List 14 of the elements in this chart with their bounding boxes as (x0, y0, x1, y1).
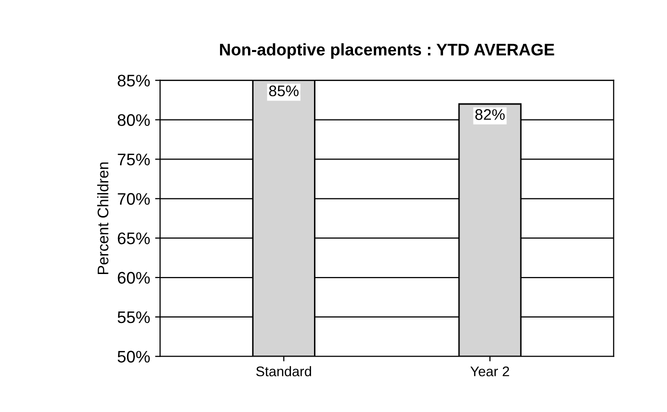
chart-title: Non-adoptive placements : YTD AVERAGE (220, 43, 554, 59)
y-tick-label: 85% (118, 74, 150, 87)
data-label: 82% (475, 109, 505, 120)
y-tick-label: 50% (118, 350, 150, 363)
y-tick-label: 80% (118, 114, 150, 126)
y-tick-label: 70% (118, 193, 150, 205)
y-tick-label: 60% (118, 272, 150, 284)
data-label: 85% (269, 85, 299, 96)
y-axis-title: Percent Children (97, 162, 108, 274)
x-tick-label: Year 2 (470, 366, 510, 376)
x-tick-label: Standard (256, 366, 312, 376)
y-tick-label: 55% (118, 311, 150, 324)
y-tick-label: 75% (118, 154, 150, 166)
y-tick-label: 65% (118, 232, 150, 244)
